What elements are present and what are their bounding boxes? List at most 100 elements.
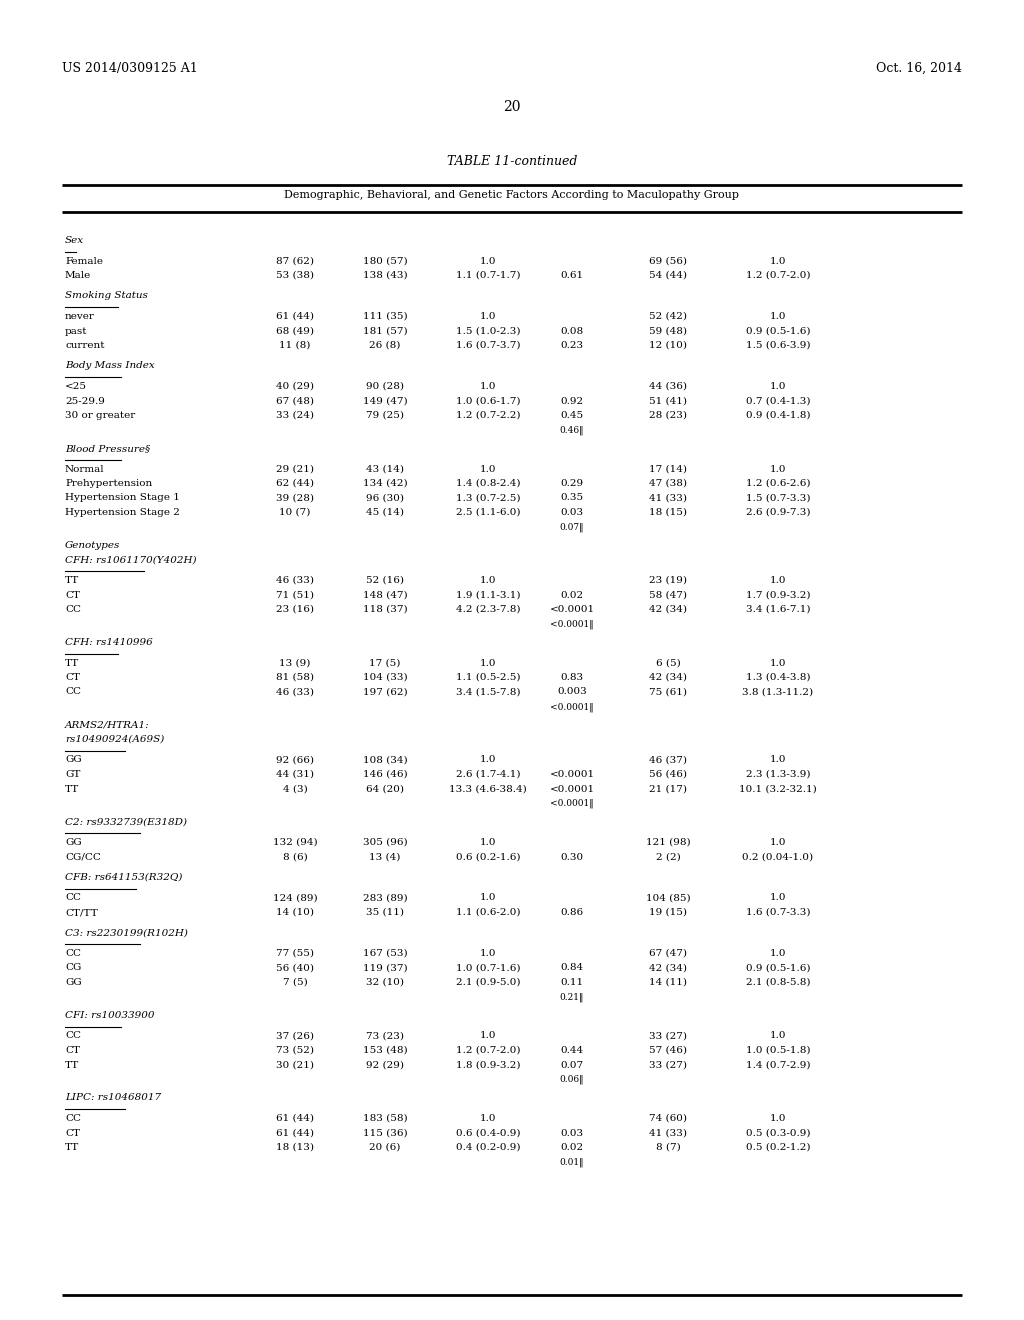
Text: 121 (98): 121 (98) <box>646 838 690 847</box>
Text: Body Mass Index: Body Mass Index <box>65 362 155 371</box>
Text: 1.0: 1.0 <box>480 755 497 764</box>
Text: <0.0001: <0.0001 <box>550 784 595 793</box>
Text: 13 (4): 13 (4) <box>370 853 400 862</box>
Text: 0.83: 0.83 <box>560 673 584 682</box>
Text: Normal: Normal <box>65 465 104 474</box>
Text: 19 (15): 19 (15) <box>649 908 687 917</box>
Text: 1.0: 1.0 <box>480 312 497 321</box>
Text: 1.0: 1.0 <box>480 659 497 668</box>
Text: 2.3 (1.3-3.9): 2.3 (1.3-3.9) <box>745 770 810 779</box>
Text: CT/TT: CT/TT <box>65 908 97 917</box>
Text: 0.6 (0.4-0.9): 0.6 (0.4-0.9) <box>456 1129 520 1138</box>
Text: <0.0001: <0.0001 <box>550 605 595 614</box>
Text: 23 (16): 23 (16) <box>276 605 314 614</box>
Text: 13 (9): 13 (9) <box>280 659 310 668</box>
Text: 61 (44): 61 (44) <box>276 1114 314 1123</box>
Text: Sex: Sex <box>65 236 84 246</box>
Text: 0.86: 0.86 <box>560 908 584 917</box>
Text: 1.0: 1.0 <box>480 894 497 903</box>
Text: 0.35: 0.35 <box>560 494 584 503</box>
Text: 3.4 (1.6-7.1): 3.4 (1.6-7.1) <box>745 605 810 614</box>
Text: 0.03: 0.03 <box>560 1129 584 1138</box>
Text: 0.9 (0.5-1.6): 0.9 (0.5-1.6) <box>745 964 810 973</box>
Text: GG: GG <box>65 978 82 987</box>
Text: CG: CG <box>65 964 81 973</box>
Text: 13.3 (4.6-38.4): 13.3 (4.6-38.4) <box>450 784 527 793</box>
Text: 75 (61): 75 (61) <box>649 688 687 697</box>
Text: Prehypertension: Prehypertension <box>65 479 153 488</box>
Text: 1.7 (0.9-3.2): 1.7 (0.9-3.2) <box>745 590 810 599</box>
Text: 197 (62): 197 (62) <box>362 688 408 697</box>
Text: 104 (85): 104 (85) <box>646 894 690 903</box>
Text: 33 (27): 33 (27) <box>649 1031 687 1040</box>
Text: Genotypes: Genotypes <box>65 541 121 550</box>
Text: 0.21‖: 0.21‖ <box>560 993 584 1002</box>
Text: 149 (47): 149 (47) <box>362 396 408 405</box>
Text: 132 (94): 132 (94) <box>272 838 317 847</box>
Text: 61 (44): 61 (44) <box>276 312 314 321</box>
Text: 104 (33): 104 (33) <box>362 673 408 682</box>
Text: 37 (26): 37 (26) <box>276 1031 314 1040</box>
Text: 1.2 (0.6-2.6): 1.2 (0.6-2.6) <box>745 479 810 488</box>
Text: CFI: rs10033900: CFI: rs10033900 <box>65 1011 155 1020</box>
Text: 0.07: 0.07 <box>560 1060 584 1069</box>
Text: 39 (28): 39 (28) <box>276 494 314 503</box>
Text: 183 (58): 183 (58) <box>362 1114 408 1123</box>
Text: 42 (34): 42 (34) <box>649 605 687 614</box>
Text: 0.4 (0.2-0.9): 0.4 (0.2-0.9) <box>456 1143 520 1152</box>
Text: 2 (2): 2 (2) <box>655 853 680 862</box>
Text: 0.08: 0.08 <box>560 326 584 335</box>
Text: TT: TT <box>65 1060 79 1069</box>
Text: 26 (8): 26 (8) <box>370 341 400 350</box>
Text: CFB: rs641153(R32Q): CFB: rs641153(R32Q) <box>65 873 182 882</box>
Text: 0.003: 0.003 <box>557 688 587 697</box>
Text: 1.0: 1.0 <box>770 755 786 764</box>
Text: never: never <box>65 312 95 321</box>
Text: 0.6 (0.2-1.6): 0.6 (0.2-1.6) <box>456 853 520 862</box>
Text: 35 (11): 35 (11) <box>366 908 404 917</box>
Text: 1.0: 1.0 <box>770 949 786 958</box>
Text: 41 (33): 41 (33) <box>649 1129 687 1138</box>
Text: 1.0: 1.0 <box>770 1031 786 1040</box>
Text: <25: <25 <box>65 381 87 391</box>
Text: current: current <box>65 341 104 350</box>
Text: 46 (33): 46 (33) <box>276 576 314 585</box>
Text: CC: CC <box>65 1031 81 1040</box>
Text: 0.5 (0.2-1.2): 0.5 (0.2-1.2) <box>745 1143 810 1152</box>
Text: 25-29.9: 25-29.9 <box>65 396 104 405</box>
Text: 2.1 (0.8-5.8): 2.1 (0.8-5.8) <box>745 978 810 987</box>
Text: 118 (37): 118 (37) <box>362 605 408 614</box>
Text: CFH: rs1410996: CFH: rs1410996 <box>65 638 153 647</box>
Text: 20 (6): 20 (6) <box>370 1143 400 1152</box>
Text: 46 (33): 46 (33) <box>276 688 314 697</box>
Text: 23 (19): 23 (19) <box>649 576 687 585</box>
Text: 1.1 (0.5-2.5): 1.1 (0.5-2.5) <box>456 673 520 682</box>
Text: 1.1 (0.6-2.0): 1.1 (0.6-2.0) <box>456 908 520 917</box>
Text: Hypertension Stage 1: Hypertension Stage 1 <box>65 494 180 503</box>
Text: 1.2 (0.7-2.0): 1.2 (0.7-2.0) <box>745 271 810 280</box>
Text: 45 (14): 45 (14) <box>366 508 404 517</box>
Text: 1.0: 1.0 <box>770 1114 786 1123</box>
Text: 0.29: 0.29 <box>560 479 584 488</box>
Text: 81 (58): 81 (58) <box>276 673 314 682</box>
Text: 1.3 (0.4-3.8): 1.3 (0.4-3.8) <box>745 673 810 682</box>
Text: 0.2 (0.04-1.0): 0.2 (0.04-1.0) <box>742 853 813 862</box>
Text: Smoking Status: Smoking Status <box>65 292 147 301</box>
Text: 56 (46): 56 (46) <box>649 770 687 779</box>
Text: 96 (30): 96 (30) <box>366 494 404 503</box>
Text: 0.02: 0.02 <box>560 1143 584 1152</box>
Text: 1.0: 1.0 <box>770 312 786 321</box>
Text: LIPC: rs10468017: LIPC: rs10468017 <box>65 1093 161 1102</box>
Text: C3: rs2230199(R102H): C3: rs2230199(R102H) <box>65 928 187 937</box>
Text: 1.0: 1.0 <box>480 1114 497 1123</box>
Text: 17 (14): 17 (14) <box>649 465 687 474</box>
Text: 0.92: 0.92 <box>560 396 584 405</box>
Text: 283 (89): 283 (89) <box>362 894 408 903</box>
Text: 1.6 (0.7-3.7): 1.6 (0.7-3.7) <box>456 341 520 350</box>
Text: 0.61: 0.61 <box>560 271 584 280</box>
Text: 0.45: 0.45 <box>560 411 584 420</box>
Text: TABLE 11-continued: TABLE 11-continued <box>446 154 578 168</box>
Text: 18 (13): 18 (13) <box>276 1143 314 1152</box>
Text: TT: TT <box>65 784 79 793</box>
Text: 2.6 (0.9-7.3): 2.6 (0.9-7.3) <box>745 508 810 517</box>
